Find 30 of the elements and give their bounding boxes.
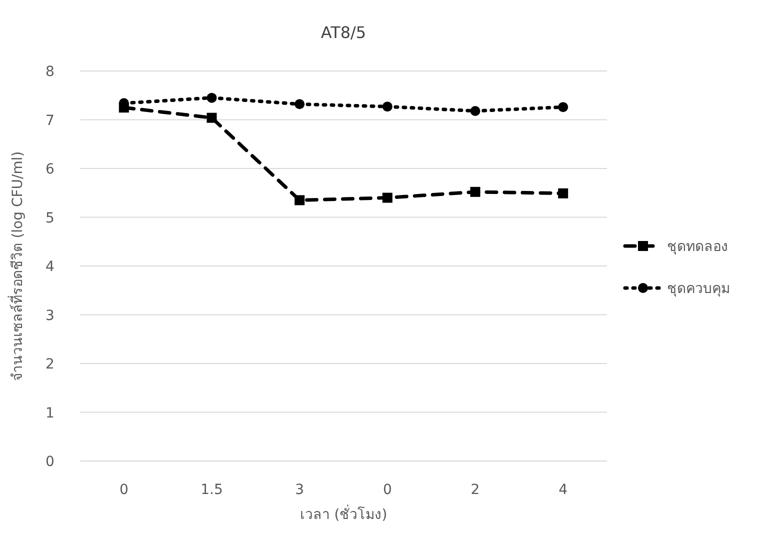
point <box>206 92 217 103</box>
chart-title: AT8/5 <box>320 23 366 42</box>
y-tick-label: 3 <box>46 308 54 324</box>
point <box>294 195 305 206</box>
point <box>558 102 568 112</box>
y-axis-title: จำนวนเซลล์ที่รอดชีวิต (log CFU/ml) <box>8 151 26 381</box>
point <box>558 188 568 198</box>
x-tick-label: 0 <box>382 482 392 498</box>
x-tick-label: 1.5 <box>200 482 223 498</box>
legend-label: ชุดทดลอง <box>667 239 728 255</box>
y-tick-label: 8 <box>46 64 54 80</box>
x-tick-label: 3 <box>295 482 304 498</box>
point <box>382 102 392 112</box>
x-tick-label: 0 <box>119 482 128 498</box>
x-tick-label: 2 <box>470 482 480 498</box>
point <box>382 192 392 203</box>
y-tick-label: 5 <box>46 210 54 226</box>
x-axis-title: เวลา (ชั่วโมง) <box>300 505 388 523</box>
y-tick-label: 2 <box>46 356 54 372</box>
y-tick-label: 6 <box>46 162 55 178</box>
point <box>206 112 217 123</box>
y-tick-label: 1 <box>46 405 54 422</box>
y-tick-label: 0 <box>46 454 54 470</box>
point <box>470 186 480 197</box>
legend-label: ชุดควบคุม <box>667 281 730 297</box>
x-tick-label: 4 <box>558 482 568 498</box>
y-tick-label: 4 <box>46 259 55 275</box>
point <box>470 106 480 116</box>
point <box>294 99 305 110</box>
y-tick-label: 7 <box>46 112 54 129</box>
